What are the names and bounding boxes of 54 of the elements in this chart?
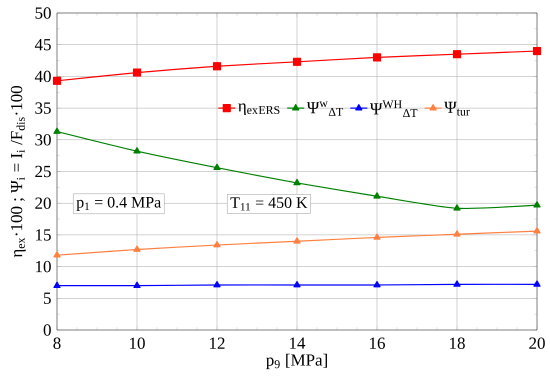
annotation: p$_{1}$ = 0.4 MPa — [76, 196, 161, 211]
point — [373, 192, 381, 199]
point — [132, 68, 142, 77]
point — [533, 280, 541, 287]
x-axis-title: p$_{9}$ [MPa] — [266, 354, 327, 370]
point — [453, 204, 461, 211]
point — [53, 282, 61, 288]
x-tick-label: 12 — [210, 338, 225, 349]
legend-label: Ψ$^{WH}$ΔT — [370, 100, 418, 117]
text: η$_{ex}$·100 ; Ψ$_{i}$ = I$_{i}$ /F$_{dis}$·100 — [10, 86, 26, 258]
legend-label: Ψ$^{w}$ΔT — [306, 102, 344, 116]
point — [52, 76, 62, 85]
point — [452, 50, 462, 58]
y-tick-label: 10 — [36, 260, 51, 272]
point — [453, 230, 461, 237]
legend-label: Ψ$_{tur}$ — [444, 102, 470, 116]
point — [53, 251, 61, 258]
y-tick-label: 0 — [44, 324, 51, 336]
point — [373, 233, 381, 240]
point — [292, 58, 302, 66]
y-tick-label: 15 — [36, 229, 51, 241]
x-tick-label: 14 — [290, 338, 306, 349]
legend-label: η$_{exERS}$ — [238, 103, 280, 115]
point — [213, 164, 221, 170]
point — [533, 201, 541, 208]
point — [213, 280, 221, 288]
y-tick-label: 5 — [44, 292, 51, 304]
point — [213, 240, 221, 248]
x-tick-label: 10 — [130, 338, 145, 349]
point — [372, 53, 382, 62]
point — [532, 46, 542, 56]
y-tick-label: 20 — [35, 197, 51, 209]
x-tick-label: 8 — [53, 338, 61, 349]
point — [133, 245, 141, 252]
point — [133, 282, 141, 288]
x-tick-label: 16 — [370, 338, 385, 349]
point — [293, 237, 301, 244]
point — [293, 280, 301, 288]
point — [212, 62, 222, 70]
x-tick-label: 18 — [450, 338, 465, 349]
point — [133, 147, 141, 154]
point — [533, 227, 541, 234]
annotation: T$_{11}$ = 450 K — [230, 197, 308, 210]
y-tick-label: 40 — [34, 70, 51, 82]
point — [293, 178, 301, 186]
y-tick-label: 25 — [35, 166, 51, 178]
point — [453, 280, 461, 287]
y-tick-label: 50 — [36, 7, 51, 19]
y-tick-label: 35 — [35, 102, 51, 114]
y-tick-label: 45 — [34, 39, 51, 50]
point — [373, 280, 381, 288]
point — [53, 127, 61, 134]
y-tick-label: 30 — [35, 134, 51, 146]
x-tick-label: 20 — [529, 338, 545, 349]
